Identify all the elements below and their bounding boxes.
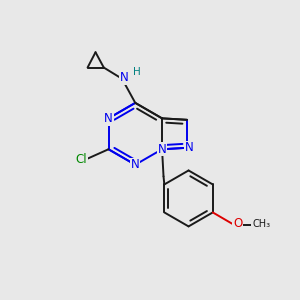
Text: Cl: Cl (75, 153, 87, 167)
Text: H: H (134, 67, 141, 77)
Text: N: N (185, 141, 194, 154)
Text: O: O (233, 217, 242, 230)
Text: N: N (104, 112, 113, 125)
Text: N: N (158, 143, 167, 156)
Text: N: N (120, 71, 128, 84)
Text: N: N (131, 158, 140, 171)
Text: CH₃: CH₃ (252, 219, 270, 229)
